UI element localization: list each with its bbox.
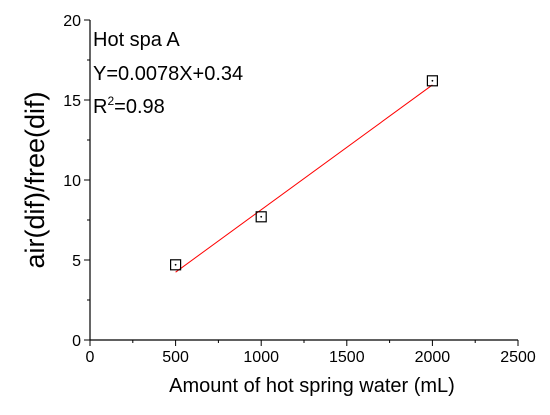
y-tick-label: 10 (63, 173, 81, 190)
data-point-center (260, 215, 263, 218)
x-tick-label: 2000 (415, 349, 451, 366)
y-tick-label: 15 (63, 93, 81, 110)
data-point (426, 75, 438, 87)
y-axis-title: air(dif)/free(dif) (20, 91, 50, 268)
fit-line-layer (175, 84, 433, 273)
r-squared-value: =0.98 (114, 96, 165, 118)
fit-line (175, 84, 433, 273)
x-tick-label: 2500 (500, 349, 536, 366)
ticks-layer: 0 500 1000 1500 2000 2500 0 5 10 15 20 (63, 13, 536, 366)
data-point-center (174, 263, 177, 266)
points-layer (170, 75, 438, 271)
x-axis-title: Amount of hot spring water (mL) (169, 375, 455, 397)
x-tick-label: 1000 (243, 349, 279, 366)
data-point-marker (255, 211, 267, 223)
data-point-marker (170, 259, 182, 271)
series-name-label: Hot spa A (93, 29, 180, 51)
r-squared-superscript: 2 (107, 94, 114, 108)
r-squared-label: R2=0.98 (93, 94, 165, 118)
x-tick-label: 500 (162, 349, 189, 366)
r-squared-prefix: R (93, 96, 107, 118)
y-tick-label: 0 (72, 333, 81, 350)
data-point-center (431, 79, 434, 82)
data-point-marker (426, 75, 438, 87)
data-point (170, 259, 182, 271)
y-tick-label: 5 (72, 253, 81, 270)
y-tick-label: 20 (63, 13, 81, 30)
x-tick-label: 1500 (329, 349, 365, 366)
x-tick-label: 0 (86, 349, 95, 366)
equation-label: Y=0.0078X+0.34 (93, 63, 243, 85)
data-point (255, 211, 267, 223)
